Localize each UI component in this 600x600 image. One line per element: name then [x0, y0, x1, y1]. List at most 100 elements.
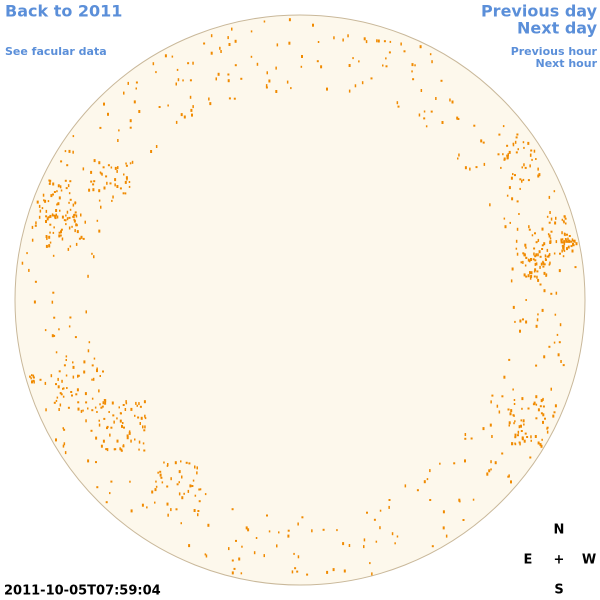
- facula: [215, 77, 217, 81]
- facula: [268, 530, 271, 533]
- facula: [66, 387, 68, 389]
- facula: [253, 551, 256, 555]
- facula: [549, 241, 552, 244]
- facula: [101, 405, 104, 408]
- facula: [193, 509, 196, 512]
- facula: [429, 499, 432, 501]
- facula: [80, 213, 82, 217]
- facula: [561, 238, 564, 241]
- facula: [41, 207, 44, 210]
- facula: [546, 215, 549, 218]
- facula: [513, 414, 515, 417]
- facula: [116, 185, 119, 188]
- facula: [65, 219, 67, 222]
- facula: [154, 488, 157, 492]
- facula: [457, 157, 459, 160]
- facula: [167, 104, 169, 107]
- facula: [530, 435, 532, 439]
- facula: [510, 480, 512, 484]
- prev-day-link[interactable]: Previous day: [481, 2, 598, 21]
- facula: [99, 171, 102, 174]
- facula: [506, 194, 509, 197]
- facula: [548, 195, 551, 199]
- facula: [167, 513, 169, 517]
- facula: [397, 105, 400, 108]
- next-day-link[interactable]: Next day: [517, 19, 598, 38]
- facula: [135, 87, 137, 90]
- back-link[interactable]: Back to 2011: [5, 2, 122, 21]
- facula: [512, 173, 514, 176]
- facula: [138, 448, 140, 451]
- facula: [120, 412, 122, 415]
- facula: [514, 420, 516, 423]
- facula: [54, 214, 57, 218]
- facula: [227, 36, 229, 40]
- facula: [423, 117, 426, 120]
- facula: [488, 469, 491, 473]
- next-hour-link[interactable]: Next hour: [536, 57, 598, 70]
- facula: [56, 203, 58, 206]
- facula: [102, 439, 105, 443]
- facula: [263, 20, 266, 23]
- facula: [66, 210, 69, 214]
- facula: [563, 232, 566, 236]
- facula: [180, 460, 182, 463]
- facula: [333, 36, 335, 40]
- facula: [503, 157, 506, 161]
- facula: [57, 377, 59, 381]
- facula: [155, 485, 158, 488]
- facula: [98, 189, 101, 193]
- facula: [489, 203, 491, 207]
- facula: [250, 30, 253, 33]
- facular-link[interactable]: See facular data: [5, 45, 107, 58]
- facula: [543, 355, 546, 359]
- facula: [482, 141, 485, 144]
- facula: [538, 173, 541, 177]
- facula: [537, 441, 540, 445]
- facula: [55, 351, 58, 354]
- facula: [46, 217, 49, 221]
- facula: [103, 417, 106, 420]
- prev-hour-link[interactable]: Previous hour: [511, 45, 598, 58]
- facula: [554, 313, 557, 316]
- facula: [174, 461, 177, 465]
- facula: [528, 228, 531, 231]
- facula: [63, 364, 66, 367]
- facula: [30, 377, 32, 380]
- facula: [290, 87, 292, 90]
- facula: [425, 125, 428, 128]
- facula: [531, 271, 533, 275]
- facula: [525, 257, 527, 259]
- facula: [181, 475, 183, 479]
- facula: [93, 159, 96, 163]
- facula: [301, 55, 303, 58]
- facula: [104, 401, 107, 405]
- facula: [537, 278, 540, 282]
- facula: [524, 264, 527, 267]
- facula: [135, 81, 138, 84]
- facula: [563, 243, 566, 245]
- facula: [510, 409, 513, 413]
- facula: [379, 526, 381, 530]
- facula: [396, 101, 399, 105]
- facula: [514, 174, 516, 177]
- facula: [363, 545, 365, 549]
- facula: [49, 179, 52, 182]
- facula: [180, 113, 183, 117]
- facula: [508, 186, 511, 190]
- facula: [196, 471, 198, 475]
- facula: [542, 397, 544, 401]
- facula: [59, 403, 62, 407]
- facula: [543, 263, 546, 266]
- facula: [567, 237, 569, 241]
- facula: [532, 403, 535, 406]
- facula: [227, 73, 230, 76]
- facula: [128, 185, 131, 188]
- facula: [536, 275, 538, 279]
- facula: [90, 180, 93, 183]
- facula: [233, 97, 236, 100]
- facula: [526, 436, 529, 438]
- facula: [287, 534, 290, 538]
- facula: [64, 150, 67, 153]
